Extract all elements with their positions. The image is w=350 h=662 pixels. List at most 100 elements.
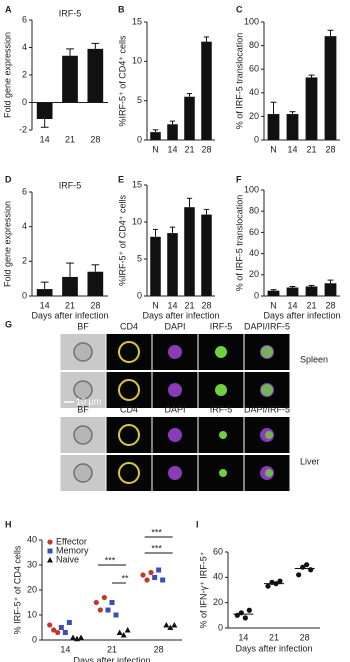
panel-letter: A [5,4,12,14]
cell [73,342,93,362]
bar [286,114,299,140]
cell [219,431,227,439]
x-tick-label: 28 [300,632,310,642]
marker [265,583,271,589]
marker [116,629,123,635]
cell [265,431,273,439]
x-tick-label: 21 [65,134,75,144]
panel-letter: I [196,519,199,529]
y-tick-label: 6 [22,14,27,24]
y-tick-label: 0 [22,97,27,107]
bar [267,290,280,296]
x-tick-label: 28 [90,134,100,144]
marker [120,632,127,638]
bar [267,114,280,140]
bar [286,287,299,296]
y-tick-label: 0 [22,290,27,300]
marker [70,634,76,640]
y-tick-label: 30 [27,559,37,569]
x-tick-label: 14 [60,644,70,654]
annotation: *** [151,543,162,553]
bar [324,36,337,140]
x-tick-label: 14 [287,300,297,310]
y-tick-label: 4 [22,221,27,231]
x-tick-label: 28 [201,300,211,310]
marker [101,594,107,601]
y-tick-label: 40 [249,87,259,97]
x-tick-label: 21 [306,144,316,154]
bar [167,124,178,140]
y-tick-label: 60 [213,546,223,556]
bar [305,286,318,296]
y-tick-label: 10 [132,216,142,226]
legend-marker [47,548,53,554]
marker [66,620,72,625]
y-tick-label: 5 [137,253,142,263]
column-label: CD4 [120,404,138,414]
x-tick-label: N [270,300,277,310]
x-tick-label: 28 [90,300,100,310]
cell [73,380,93,400]
x-tick-label: 14 [40,134,50,144]
marker [308,567,314,573]
bar [36,102,53,119]
panel-letter: D [5,174,12,184]
cell [168,383,182,397]
y-axis-label: % IRF-5⁺ of CD4 cells [12,545,22,634]
y-tick-label: 80 [249,206,259,216]
x-tick-label: 14 [167,144,177,154]
group-label: Spleen [300,354,328,364]
bar [62,276,78,296]
legend-label: Effector [56,536,87,546]
bar [184,207,195,296]
marker [242,615,248,621]
bar [62,55,78,103]
cell [168,345,182,359]
x-tick-label: 14 [40,300,50,310]
annotation: *** [151,527,162,537]
x-tick-label: 14 [167,300,177,310]
marker [238,610,244,616]
legend-label: Memory [56,545,89,555]
chart-title: IRF-5 [59,180,82,190]
marker [109,600,115,605]
column-label: CD4 [120,321,138,331]
marker [167,624,174,630]
y-axis-label: % of IFN-γ⁺ IRF-5⁺ [198,551,208,628]
marker [93,599,99,606]
x-tick-label: 14 [238,632,248,642]
y-tick-label: 0 [137,134,142,144]
marker [124,627,131,633]
y-tick-label: 20 [213,597,223,607]
cell [261,346,273,358]
bar [87,271,104,296]
x-axis-label: Days after infection [31,310,108,320]
cell [168,466,182,480]
y-tick-label: 6 [22,186,27,196]
group-label: Liver [300,456,320,466]
marker [148,569,154,576]
y-tick-label: 60 [249,64,259,74]
x-tick-label: N [152,300,159,310]
column-label: BF [77,404,89,414]
y-tick-label: 20 [249,111,259,121]
micrograph-tile [106,417,152,453]
column-label: DAPI [164,321,185,331]
y-tick-label: 20 [249,269,259,279]
y-tick-label: 40 [213,572,223,582]
marker [97,607,103,613]
column-label: DAPI [164,404,185,414]
x-axis-label: Days after infection [73,655,150,662]
x-tick-label: N [270,144,277,154]
y-tick-label: 15 [132,179,142,189]
cell [215,384,227,396]
bar [324,283,337,296]
bar [167,233,178,296]
y-tick-label: 0 [218,622,223,632]
marker [156,567,162,573]
micrograph-tile [106,372,152,408]
legend-label: Naive [56,554,79,564]
x-tick-label: 21 [65,300,75,310]
column-label: IRF-5 [210,404,233,414]
column-label: DAPI/IRF-5 [244,404,290,414]
